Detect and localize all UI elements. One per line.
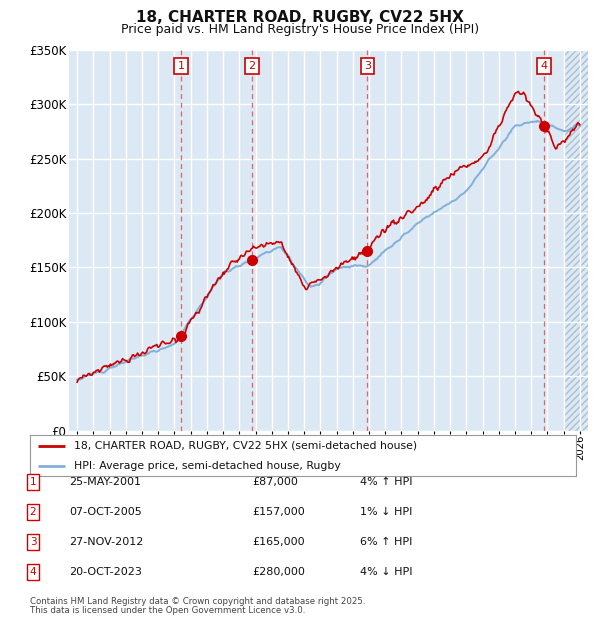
Text: 4% ↓ HPI: 4% ↓ HPI <box>360 567 413 577</box>
Bar <box>563 50 596 431</box>
Text: 18, CHARTER ROAD, RUGBY, CV22 5HX (semi-detached house): 18, CHARTER ROAD, RUGBY, CV22 5HX (semi-… <box>74 441 417 451</box>
Text: This data is licensed under the Open Government Licence v3.0.: This data is licensed under the Open Gov… <box>30 606 305 615</box>
Text: £280,000: £280,000 <box>252 567 305 577</box>
Text: 2: 2 <box>248 61 256 71</box>
Text: Contains HM Land Registry data © Crown copyright and database right 2025.: Contains HM Land Registry data © Crown c… <box>30 597 365 606</box>
Text: 6% ↑ HPI: 6% ↑ HPI <box>360 537 412 547</box>
Text: 27-NOV-2012: 27-NOV-2012 <box>69 537 143 547</box>
Text: 4% ↑ HPI: 4% ↑ HPI <box>360 477 413 487</box>
Text: 4: 4 <box>29 567 37 577</box>
Text: Price paid vs. HM Land Registry's House Price Index (HPI): Price paid vs. HM Land Registry's House … <box>121 23 479 36</box>
Text: 25-MAY-2001: 25-MAY-2001 <box>69 477 141 487</box>
Text: £165,000: £165,000 <box>252 537 305 547</box>
Text: 1: 1 <box>178 61 184 71</box>
Text: 4: 4 <box>541 61 548 71</box>
Text: 07-OCT-2005: 07-OCT-2005 <box>69 507 142 517</box>
Text: 18, CHARTER ROAD, RUGBY, CV22 5HX: 18, CHARTER ROAD, RUGBY, CV22 5HX <box>136 10 464 25</box>
Text: 20-OCT-2023: 20-OCT-2023 <box>69 567 142 577</box>
Text: 1% ↓ HPI: 1% ↓ HPI <box>360 507 412 517</box>
Text: 2: 2 <box>29 507 37 517</box>
Text: 1: 1 <box>29 477 37 487</box>
Text: 3: 3 <box>364 61 371 71</box>
Text: HPI: Average price, semi-detached house, Rugby: HPI: Average price, semi-detached house,… <box>74 461 340 471</box>
Text: £157,000: £157,000 <box>252 507 305 517</box>
Text: 3: 3 <box>29 537 37 547</box>
Text: £87,000: £87,000 <box>252 477 298 487</box>
